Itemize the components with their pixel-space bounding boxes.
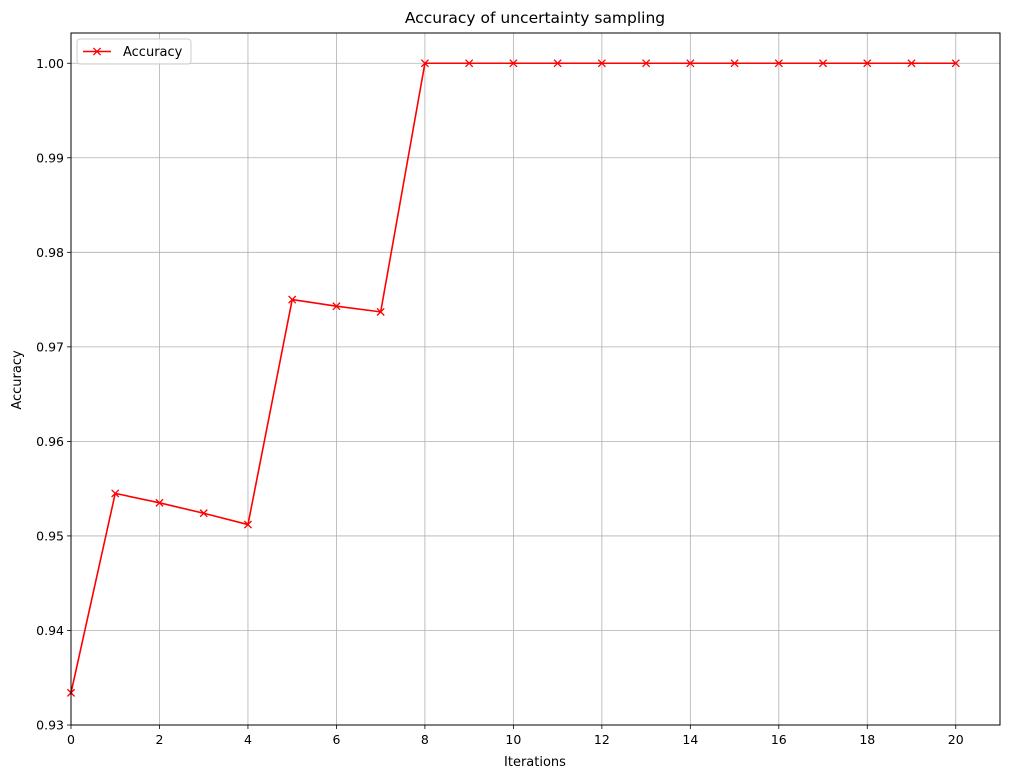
legend: Accuracy bbox=[76, 38, 192, 65]
x-tick-label: 8 bbox=[421, 732, 429, 747]
x-tick-label: 18 bbox=[859, 732, 875, 747]
x-tick-label: 4 bbox=[244, 732, 252, 747]
data-point-marker bbox=[155, 498, 164, 507]
data-point-marker bbox=[288, 295, 297, 304]
x-tick-label: 20 bbox=[948, 732, 964, 747]
y-tick-label: 0.98 bbox=[36, 245, 64, 260]
x-tick-label: 14 bbox=[682, 732, 698, 747]
data-point-marker bbox=[111, 489, 120, 498]
legend-marker-swatch bbox=[92, 47, 102, 56]
data-point-marker bbox=[818, 59, 828, 68]
y-tick-label: 0.99 bbox=[36, 150, 64, 165]
y-tick-label: 0.96 bbox=[36, 434, 64, 449]
x-axis-label: Iterations bbox=[504, 755, 566, 770]
x-tick-label: 6 bbox=[332, 732, 340, 747]
grid-lines bbox=[70, 33, 1000, 726]
x-tick-label: 10 bbox=[505, 732, 521, 747]
data-point-marker bbox=[376, 307, 385, 316]
legend-box bbox=[76, 38, 192, 65]
data-point-marker bbox=[907, 59, 916, 68]
y-tick-label: 0.94 bbox=[36, 623, 64, 638]
x-tick-label: 0 bbox=[67, 732, 75, 747]
plot-frame bbox=[70, 32, 1001, 726]
legend-label: Accuracy bbox=[123, 45, 183, 60]
data-point-marker bbox=[553, 59, 562, 68]
data-point-marker bbox=[332, 302, 341, 311]
data-point-marker bbox=[420, 59, 429, 68]
data-point-marker bbox=[597, 59, 606, 68]
data-point-marker bbox=[199, 509, 208, 518]
x-axis-ticks: 0 2 4 6 8 10 12 14 16 18 20 bbox=[67, 725, 964, 747]
x-tick-label: 2 bbox=[155, 732, 163, 747]
data-point-marker bbox=[951, 59, 960, 68]
data-point-marker bbox=[509, 59, 518, 68]
data-point-marker bbox=[730, 59, 739, 68]
data-point-marker bbox=[465, 59, 474, 68]
series-layer bbox=[66, 59, 960, 697]
data-point-marker bbox=[686, 59, 695, 68]
y-axis-ticks: 0.93 0.94 0.95 0.96 0.97 0.98 0.99 1.00 bbox=[36, 56, 71, 733]
x-tick-label: 16 bbox=[771, 732, 787, 747]
data-point-marker bbox=[243, 520, 253, 529]
x-tick-label: 12 bbox=[594, 732, 610, 747]
series-accuracy bbox=[66, 59, 960, 697]
y-tick-label: 0.95 bbox=[36, 528, 64, 543]
y-tick-label: 0.97 bbox=[36, 339, 64, 354]
data-point-marker bbox=[863, 59, 872, 68]
chart-title: Accuracy of uncertainty sampling bbox=[405, 9, 665, 27]
y-tick-label: 1.00 bbox=[36, 56, 64, 71]
data-point-marker bbox=[774, 59, 783, 68]
y-axis-label: Accuracy bbox=[10, 350, 25, 410]
y-tick-label: 0.93 bbox=[36, 718, 64, 733]
data-point-marker bbox=[642, 59, 651, 68]
